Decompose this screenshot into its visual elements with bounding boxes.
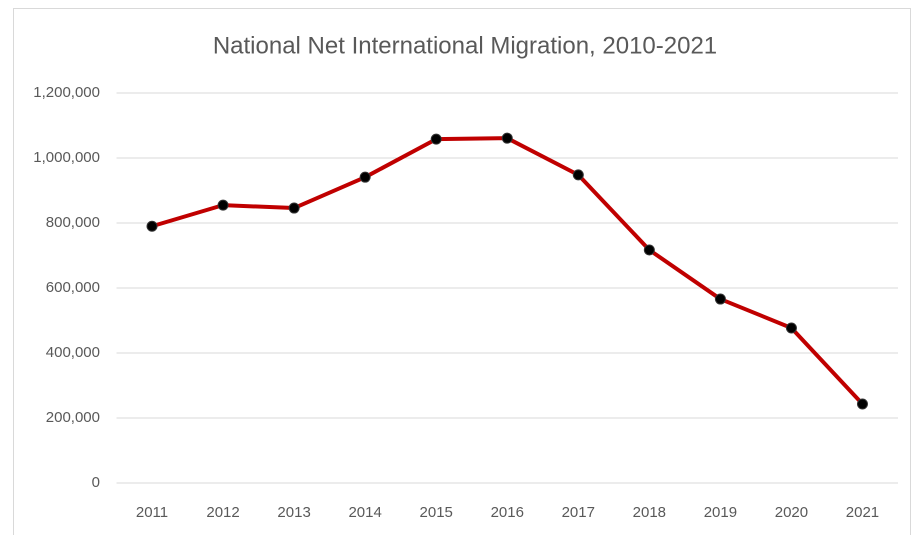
x-tick-label: 2015: [420, 504, 453, 521]
data-point: [288, 202, 300, 214]
y-tick-label: 600,000: [46, 279, 100, 296]
x-tick-label: 2016: [491, 504, 524, 521]
x-tick-label: 2014: [348, 504, 381, 521]
x-tick-label: 2019: [704, 504, 737, 521]
x-tick-label: 2013: [277, 504, 310, 521]
data-point: [217, 199, 229, 211]
y-tick-label: 1,000,000: [33, 149, 100, 166]
chart-frame: [13, 8, 911, 535]
data-point: [146, 220, 158, 232]
data-point: [430, 133, 442, 145]
x-tick-label: 2018: [633, 504, 666, 521]
x-tick-label: 2012: [206, 504, 239, 521]
y-tick-label: 400,000: [46, 344, 100, 361]
x-tick-label: 2020: [775, 504, 808, 521]
y-tick-label: 0: [92, 474, 100, 491]
x-tick-label: 2011: [136, 504, 168, 521]
data-point: [359, 171, 371, 183]
data-point: [501, 132, 513, 144]
data-point: [785, 322, 797, 334]
data-point: [714, 293, 726, 305]
x-tick-label: 2017: [562, 504, 595, 521]
y-tick-label: 800,000: [46, 214, 100, 231]
y-tick-label: 1,200,000: [33, 84, 100, 101]
y-tick-label: 200,000: [46, 409, 100, 426]
x-tick-label: 2021: [846, 504, 879, 521]
chart-title: National Net International Migration, 20…: [213, 32, 717, 59]
data-point: [856, 398, 868, 410]
data-point: [643, 244, 655, 256]
data-point: [572, 169, 584, 181]
